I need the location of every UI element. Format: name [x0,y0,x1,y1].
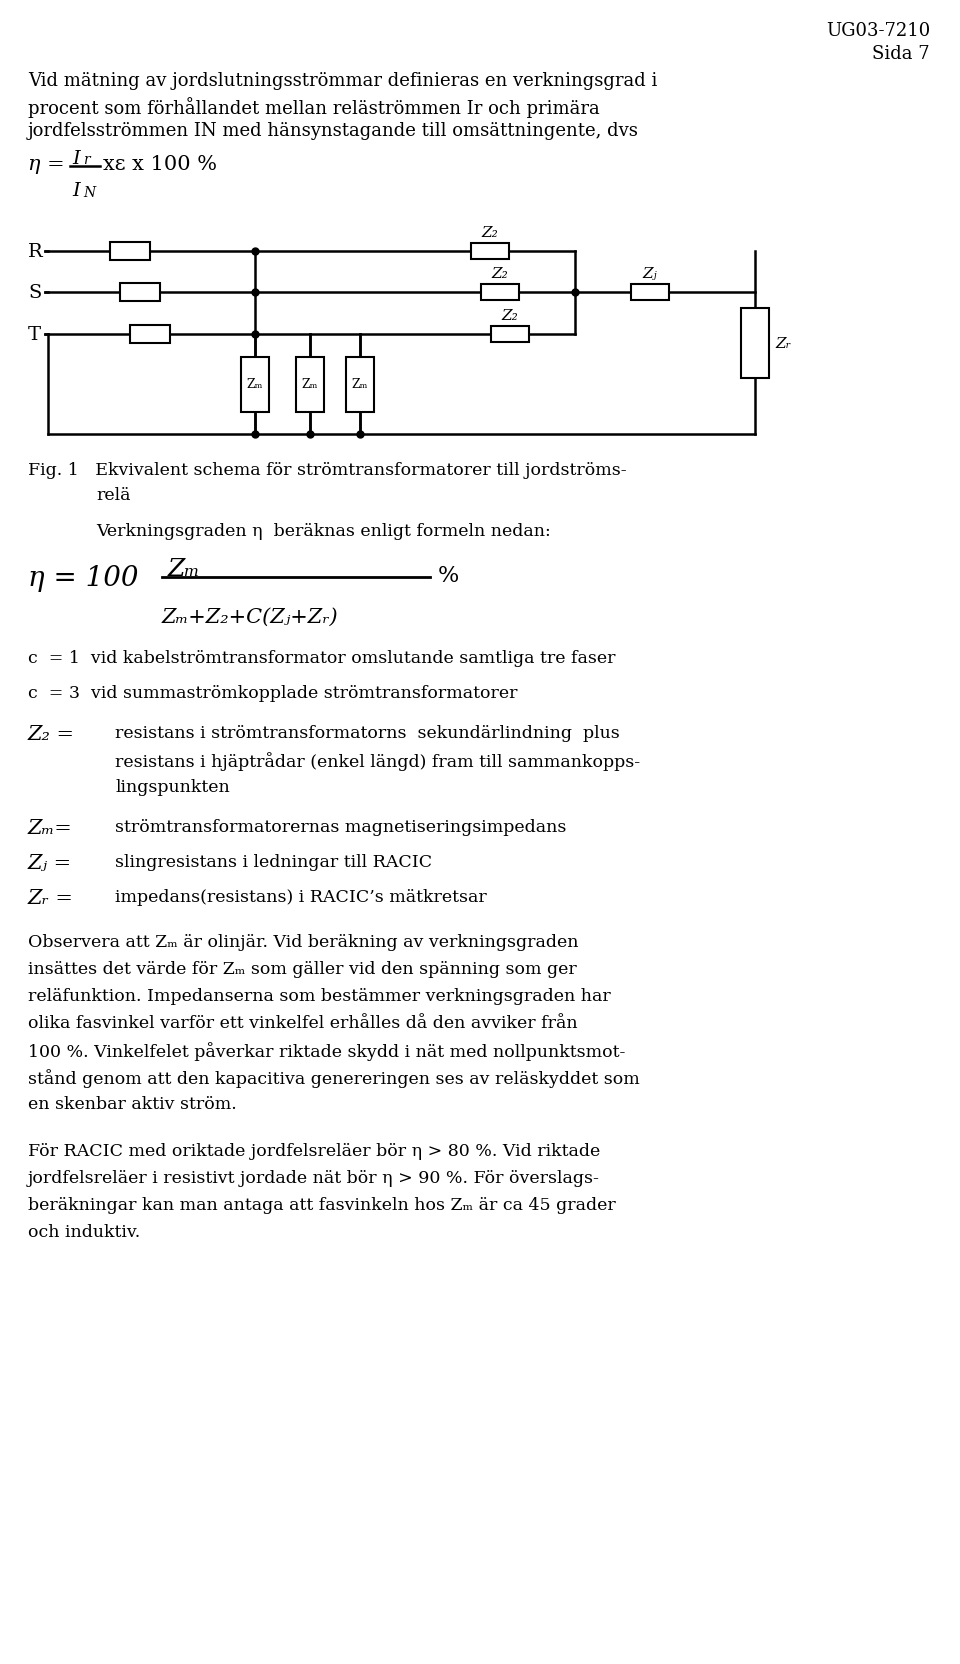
Text: Zⱼ =: Zⱼ = [28,854,72,872]
Text: slingresistans i ledningar till RACIC: slingresistans i ledningar till RACIC [115,854,432,870]
Text: I: I [72,150,80,168]
Text: relä: relä [96,486,131,504]
Text: strömtransformatorernas magnetiseringsimpedans: strömtransformatorernas magnetiseringsim… [115,819,566,835]
Text: Zᵣ =: Zᵣ = [28,889,74,907]
Text: η = 100: η = 100 [28,564,138,592]
Text: Zₘ: Zₘ [301,378,318,391]
Text: resistans i strömtransformatorns  sekundärlindning  plus: resistans i strömtransformatorns sekundä… [115,724,620,742]
Text: Vid mätning av jordslutningsströmmar definieras en verkningsgrad i: Vid mätning av jordslutningsströmmar def… [28,72,658,90]
Bar [346,358,374,413]
Text: S: S [28,285,41,301]
Text: beräkningar kan man antaga att fasvinkeln hos Zₘ är ca 45 grader: beräkningar kan man antaga att fasvinkel… [28,1196,615,1213]
Text: Verkningsgraden η  beräknas enligt formeln nedan:: Verkningsgraden η beräknas enligt formel… [96,522,551,539]
Text: Z₂: Z₂ [502,310,518,323]
Text: Observera att Zₘ är olinjär. Vid beräkning av verkningsgraden: Observera att Zₘ är olinjär. Vid beräkni… [28,934,579,950]
Text: %: % [438,564,459,587]
Text: resistans i hjäptrådar (enkel längd) fram till sammankopps-: resistans i hjäptrådar (enkel längd) fra… [115,752,640,770]
Text: Z₂: Z₂ [492,266,509,281]
Text: xε x 100 %: xε x 100 % [103,155,217,175]
Text: reläfunktion. Impedanserna som bestämmer verkningsgraden har: reläfunktion. Impedanserna som bestämmer… [28,987,611,1005]
Text: insättes det värde för Zₘ som gäller vid den spänning som ger: insättes det värde för Zₘ som gäller vid… [28,960,577,977]
Text: R: R [28,243,43,261]
Text: olika fasvinkel varför ett vinkelfel erhålles då den avviker från: olika fasvinkel varför ett vinkelfel erh… [28,1015,578,1032]
Text: och induktiv.: och induktiv. [28,1223,140,1240]
Text: Fig. 1   Ekvivalent schema för strömtransformatorer till jordströms-: Fig. 1 Ekvivalent schema för strömtransf… [28,461,627,479]
Text: Zₘ+Z₂+C(Zⱼ+Zᵣ): Zₘ+Z₂+C(Zⱼ+Zᵣ) [162,607,339,627]
Text: c  = 3  vid summaströmkopplade strömtransformatorer: c = 3 vid summaströmkopplade strömtransf… [28,684,517,702]
Text: N: N [83,186,95,200]
Text: T: T [28,326,41,344]
Bar [241,358,269,413]
Text: Sida 7: Sida 7 [873,45,930,63]
Text: Zⱼ: Zⱼ [642,266,658,281]
Text: I: I [72,181,80,200]
Text: stånd genom att den kapacitiva genereringen ses av reläskyddet som: stånd genom att den kapacitiva genererin… [28,1068,639,1087]
Text: Z₂ =: Z₂ = [28,724,75,744]
Bar [491,326,529,343]
Text: lingspunkten: lingspunkten [115,779,229,795]
Text: jordfelsströmmen IN med hänsynstagande till omsättningente, dvs: jordfelsströmmen IN med hänsynstagande t… [28,121,638,140]
Text: impedans(resistans) i RACIC’s mätkretsar: impedans(resistans) i RACIC’s mätkretsar [115,889,487,905]
Text: För RACIC med oriktade jordfelsreläer bör η > 80 %. Vid riktade: För RACIC med oriktade jordfelsreläer bö… [28,1142,600,1160]
Text: procent som förhållandet mellan reläströmmen Ir och primära: procent som förhållandet mellan reläströ… [28,97,600,118]
Bar [631,285,669,301]
Bar [741,308,769,378]
Text: Zᵣ: Zᵣ [775,336,791,351]
Bar [471,245,509,260]
Text: UG03-7210: UG03-7210 [826,22,930,40]
Text: η =: η = [28,155,64,175]
Text: c  = 1  vid kabelströmtransformator omslutande samtliga tre faser: c = 1 vid kabelströmtransformator omslut… [28,649,615,667]
Bar [110,243,150,261]
Text: Zₘ=: Zₘ= [28,819,73,837]
Text: Zₘ: Zₘ [247,378,263,391]
Bar [481,285,519,301]
Text: en skenbar aktiv ström.: en skenbar aktiv ström. [28,1095,237,1112]
Bar [120,285,160,301]
Text: 100 %. Vinkelfelet påverkar riktade skydd i nät med nollpunktsmot-: 100 %. Vinkelfelet påverkar riktade skyd… [28,1042,625,1060]
Text: r: r [83,153,89,166]
Bar [296,358,324,413]
Bar [130,326,170,344]
Text: Zₘ: Zₘ [168,557,201,581]
Text: Zₘ: Zₘ [351,378,369,391]
Text: jordfelsreläer i resistivt jordade nät bör η > 90 %. För överslags-: jordfelsreläer i resistivt jordade nät b… [28,1170,600,1186]
Text: Z₂: Z₂ [482,226,498,240]
